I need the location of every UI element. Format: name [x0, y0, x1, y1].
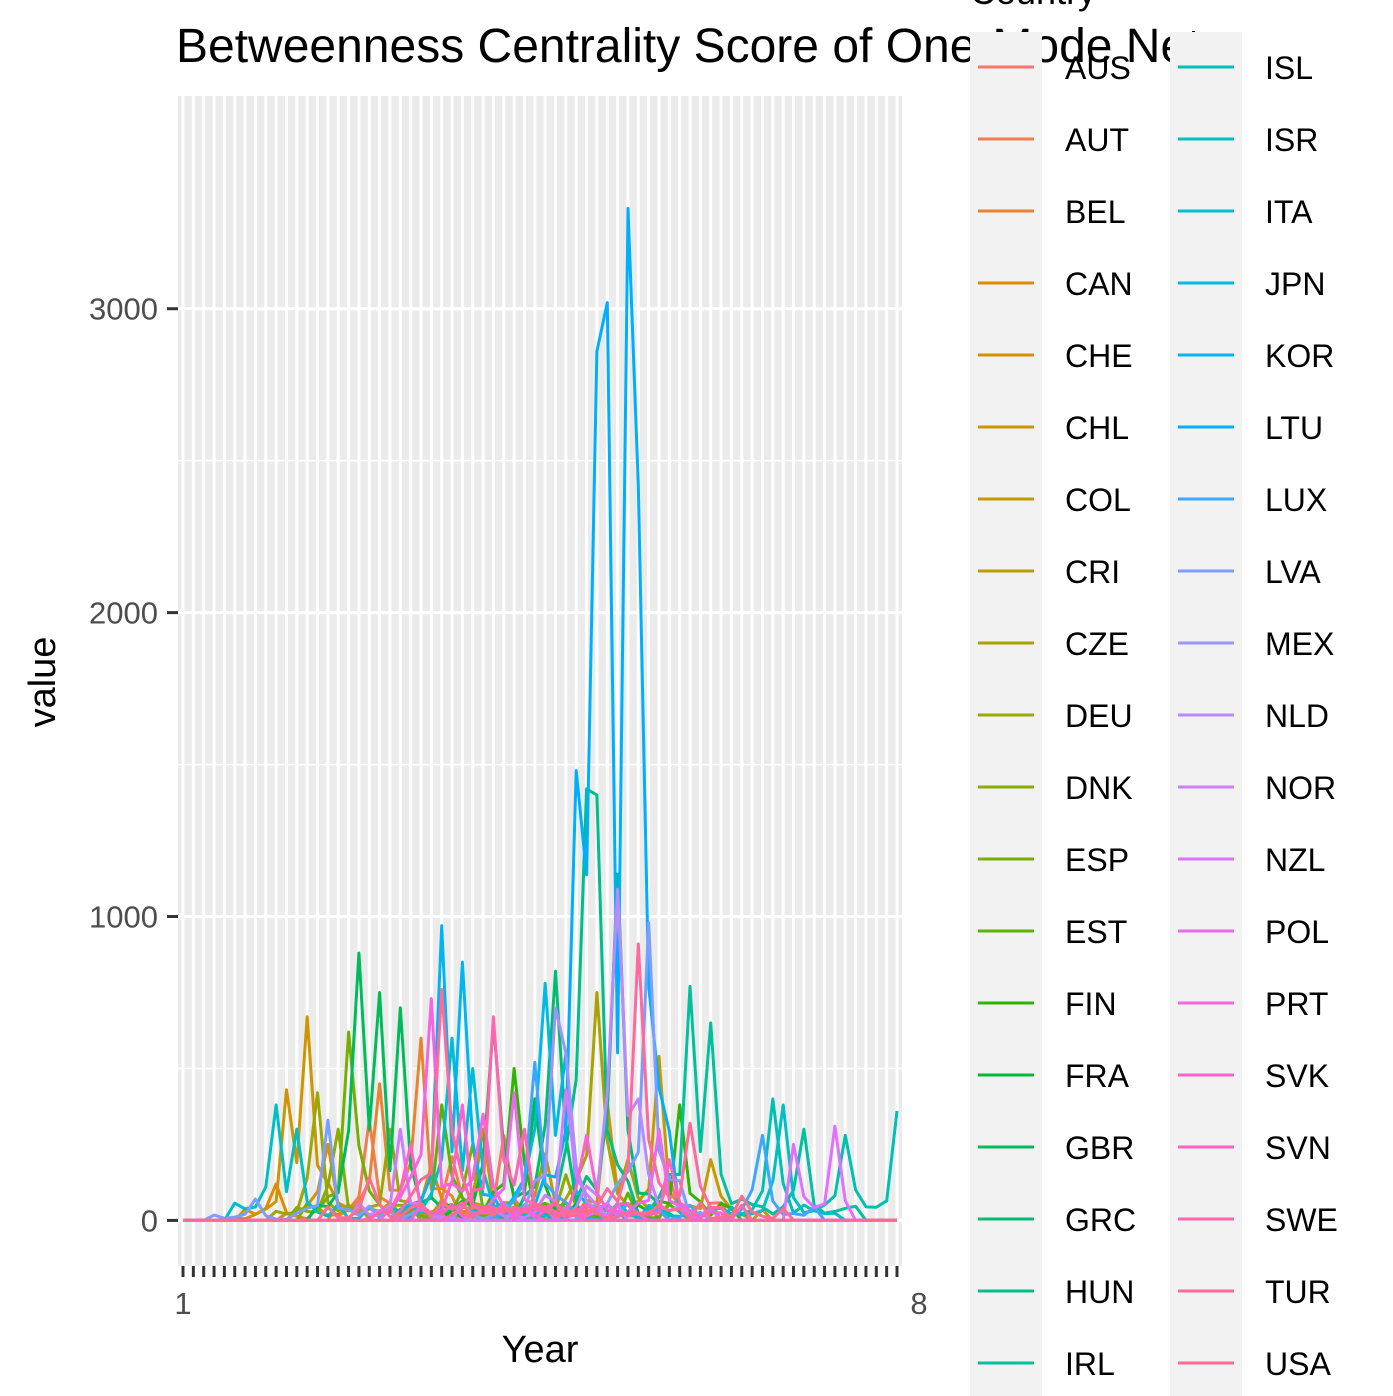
legend-label-prt: PRT	[1265, 986, 1328, 1022]
legend-label-irl: IRL	[1065, 1346, 1115, 1382]
legend-label-cze: CZE	[1065, 626, 1129, 662]
legend-label-grc: GRC	[1065, 1202, 1136, 1238]
y-tick-label: 2000	[89, 596, 158, 631]
legend-title: Country	[970, 0, 1096, 12]
legend-label-mex: MEX	[1265, 626, 1334, 662]
legend-label-jpn: JPN	[1265, 266, 1325, 302]
legend-label-col: COL	[1065, 482, 1131, 518]
legend-label-ita: ITA	[1265, 194, 1313, 230]
legend-label-fin: FIN	[1065, 986, 1117, 1022]
legend-label-esp: ESP	[1065, 842, 1129, 878]
chart-title: Betweenness Centrality Score of One-Mode…	[176, 20, 1236, 73]
legend-label-svn: SVN	[1265, 1130, 1331, 1166]
x-tick-label-first: 1	[174, 1286, 191, 1321]
legend-label-ltu: LTU	[1265, 410, 1323, 446]
series-lines	[183, 206, 899, 1222]
legend-label-dnk: DNK	[1065, 770, 1133, 806]
legend-label-nor: NOR	[1265, 770, 1336, 806]
legend-label-swe: SWE	[1265, 1202, 1338, 1238]
legend-label-chl: CHL	[1065, 410, 1129, 446]
legend-label-bel: BEL	[1065, 194, 1125, 230]
legend-label-aut: AUT	[1065, 122, 1129, 158]
y-axis: 0 1000 2000 3000	[89, 292, 178, 1238]
legend-label-cri: CRI	[1065, 554, 1120, 590]
legend-label-hun: HUN	[1065, 1274, 1134, 1310]
y-axis-title: value	[22, 637, 64, 728]
x-tick-label-last: 8	[910, 1286, 927, 1321]
legend-label-est: EST	[1065, 914, 1127, 950]
legend-label-nzl: NZL	[1265, 842, 1325, 878]
legend-label-isr: ISR	[1265, 122, 1318, 158]
y-tick-label: 1000	[89, 900, 158, 935]
legend-label-gbr: GBR	[1065, 1130, 1134, 1166]
legend-label-usa: USA	[1265, 1346, 1331, 1382]
x-axis-title: Year	[502, 1329, 579, 1371]
y-tick-label: 3000	[89, 292, 158, 327]
legend-label-pol: POL	[1265, 914, 1329, 950]
legend-label-nld: NLD	[1265, 698, 1329, 734]
legend-label-aus: AUS	[1065, 50, 1131, 86]
legend-label-lva: LVA	[1265, 554, 1321, 590]
legend-label-svk: SVK	[1265, 1058, 1329, 1094]
y-tick-label: 0	[141, 1203, 158, 1238]
legend: AUS AUT BEL CAN CHE CHL COL CRI CZE DEU DNK ESP EST F…	[970, 0, 1338, 1396]
legend-label-isl: ISL	[1265, 50, 1313, 86]
legend-label-lux: LUX	[1265, 482, 1327, 518]
legend-label-deu: DEU	[1065, 698, 1133, 734]
legend-label-can: CAN	[1065, 266, 1133, 302]
legend-label-che: CHE	[1065, 338, 1133, 374]
legend-label-kor: KOR	[1265, 338, 1334, 374]
legend-label-fra: FRA	[1065, 1058, 1130, 1094]
legend-label-tur: TUR	[1265, 1274, 1331, 1310]
series-line-usa	[183, 1176, 897, 1222]
